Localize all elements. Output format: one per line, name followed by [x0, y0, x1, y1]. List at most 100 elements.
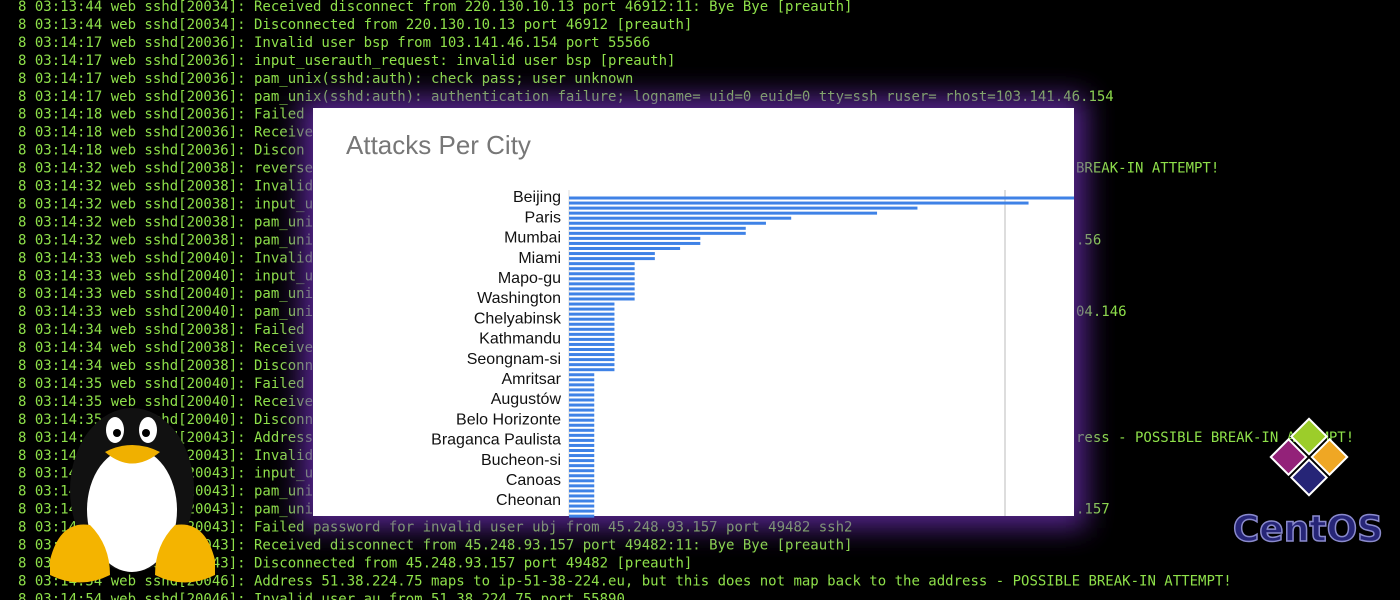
category-label: Chelyabinsk: [474, 310, 562, 327]
category-label: Amritsar: [501, 371, 561, 388]
bar: [569, 433, 595, 437]
log-line: 8 03:14:33 web sshd[20040]: pam_uni: [18, 304, 313, 320]
bar: [569, 322, 615, 326]
bar: [569, 428, 595, 432]
log-fragment: BREAK-IN ATTEMPT!: [1076, 161, 1219, 177]
bar: [569, 383, 595, 387]
bar: [569, 454, 595, 458]
log-line: 8 03:13:44 web sshd[20034]: Disconnected…: [18, 17, 692, 33]
category-label: Paris: [525, 209, 561, 226]
bar: [569, 504, 595, 508]
bar: [569, 499, 595, 503]
category-label: Miami: [518, 250, 561, 267]
log-line: 8 03:14:18 web sshd[20036]: Receive: [18, 125, 313, 141]
bar: [569, 277, 635, 281]
bar: [569, 438, 595, 442]
category-label: Belo Horizonte: [456, 411, 561, 428]
bar: [569, 388, 595, 392]
bar: [569, 393, 595, 397]
log-line: 8 03:14:33 web sshd[20040]: Invalid: [18, 250, 313, 266]
log-line: 8 03:14:18 web sshd[20036]: Failed: [18, 107, 305, 123]
category-label: Seongnam-si: [467, 351, 561, 368]
bar: [569, 494, 595, 498]
bar: [569, 337, 615, 341]
bar: [569, 469, 595, 473]
chart-panel: [313, 108, 1074, 516]
bar: [569, 312, 615, 316]
bar: [569, 297, 635, 301]
log-line: 8 03:14:33 web sshd[20040]: input_u: [18, 268, 313, 284]
log-line: 8 03:14:32 web sshd[20038]: Invalid: [18, 179, 313, 195]
bar: [569, 302, 615, 306]
bar: [569, 459, 595, 463]
bar: [569, 348, 615, 351]
bar: [569, 408, 595, 412]
bar: [569, 332, 615, 336]
bar: [569, 307, 615, 311]
log-line: 8 03:14:54 web sshd[20046]: Address 51.3…: [18, 573, 1232, 589]
log-line: 8 03:14:35 web sshd[20040]: Failed: [18, 376, 305, 392]
category-label: Mumbai: [504, 230, 561, 247]
bar: [569, 353, 615, 357]
log-line: 8 03:14:32 web sshd[20038]: pam_uni: [18, 214, 313, 230]
bar: [569, 489, 595, 493]
bar: [569, 317, 615, 321]
bar: [569, 241, 701, 245]
tux: [50, 408, 215, 583]
bar: [569, 206, 918, 210]
chart-title: Attacks Per City: [346, 130, 531, 160]
log-line: 8 03:14:34 web sshd[20038]: Failed: [18, 322, 305, 338]
bar: [569, 292, 635, 296]
log-line: 8 03:14:33 web sshd[20040]: pam_uni: [18, 286, 313, 302]
log-line: 8 03:14:17 web sshd[20036]: input_userau…: [18, 53, 675, 69]
log-background: 8 03:13:44 web sshd[20034]: Received dis…: [18, 0, 1354, 600]
bar: [569, 474, 595, 478]
bar: [569, 262, 635, 266]
log-line: 8 03:14:32 web sshd[20038]: input_u: [18, 196, 313, 212]
log-line: 8 03:14:17 web sshd[20036]: Invalid user…: [18, 35, 650, 51]
bar: [569, 231, 746, 235]
bar: [569, 363, 615, 367]
bar: [569, 267, 635, 271]
bar: [569, 403, 595, 407]
log-line: 8 03:14:43 web sshd[20043]: Received dis…: [18, 538, 852, 554]
log-line: 8 03:13:44 web sshd[20034]: Received dis…: [18, 0, 852, 15]
bar: [569, 479, 595, 483]
bar: [569, 342, 615, 346]
category-label: Canoas: [506, 472, 561, 489]
bar: [569, 398, 595, 402]
bar: [569, 418, 595, 422]
log-line: 8 03:14:18 web sshd[20036]: Discon: [18, 143, 305, 159]
bar: [569, 196, 1074, 200]
bar: [569, 514, 595, 518]
bar: [569, 282, 635, 286]
bar: [569, 373, 595, 377]
centos-logo: [1269, 417, 1349, 497]
bar: [569, 509, 595, 513]
bar: [569, 247, 681, 250]
bar: [569, 236, 701, 240]
bar: [569, 423, 595, 427]
bar: [569, 272, 635, 276]
bar: [569, 484, 595, 488]
bar: [569, 211, 878, 215]
bars: Beijing Paris Mumbai Miami Mapo-gu Washington…: [431, 189, 1074, 518]
bar: [569, 216, 792, 220]
bar: [569, 257, 655, 261]
log-line: 8 03:14:32 web sshd[20038]: reverse: [18, 161, 313, 177]
bar: [569, 201, 1029, 205]
log-line: 8 03:14:54 web sshd[20046]: Invalid user…: [18, 591, 625, 600]
bar: [569, 443, 595, 447]
bar: [569, 226, 746, 230]
log-line: 8 03:14:17 web sshd[20036]: pam_unix(ssh…: [18, 71, 633, 87]
bar: [569, 252, 655, 256]
log-line: 8 03:14:32 web sshd[20038]: pam_uni: [18, 232, 313, 248]
category-label: Beijing: [513, 189, 561, 206]
bar: [569, 287, 635, 291]
log-line: 8 03:14:34 web sshd[20038]: Receive: [18, 340, 313, 356]
log-line: 8 03:14:35 web sshd[20040]: Receive: [18, 394, 313, 410]
bar: [569, 358, 615, 362]
log-line: 8 03:14:34 web sshd[20038]: Disconn: [18, 358, 313, 374]
